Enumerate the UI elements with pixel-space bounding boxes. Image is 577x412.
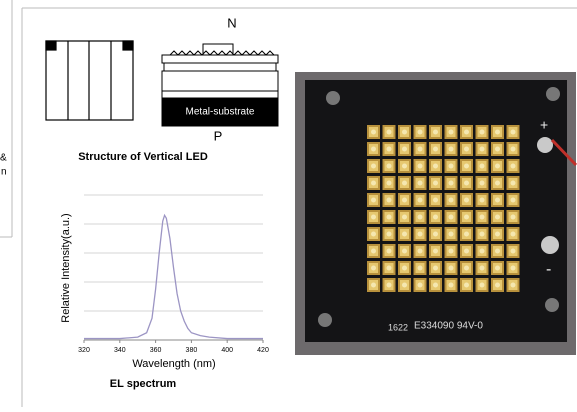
left-fragment: n bbox=[1, 167, 7, 178]
x-tick-label: 360 bbox=[150, 347, 162, 354]
x-tick-label: 400 bbox=[221, 347, 233, 354]
board-marking: E334090 94V-0 bbox=[414, 321, 483, 332]
n-label: N bbox=[227, 15, 236, 30]
x-axis-label: Wavelength (nm) bbox=[132, 358, 215, 370]
p-label: P bbox=[214, 128, 223, 143]
board-code: 1622 bbox=[388, 322, 408, 332]
left-fragment: & bbox=[0, 153, 7, 164]
x-tick-label: 420 bbox=[257, 347, 269, 354]
minus-mark: - bbox=[546, 261, 551, 278]
led-cross-section bbox=[161, 43, 279, 127]
x-tick-label: 340 bbox=[114, 347, 126, 354]
spectrum-chart: 320 340 360 380 400 420 bbox=[78, 194, 269, 354]
x-tick-label: 320 bbox=[78, 347, 90, 354]
plus-mark: + bbox=[540, 117, 548, 133]
structure-caption: Structure of Vertical LED bbox=[78, 151, 208, 163]
spectrum-line bbox=[84, 213, 263, 340]
y-axis-label: Relative Intensity(a.u.) bbox=[60, 213, 72, 322]
chart-title: EL spectrum bbox=[110, 378, 177, 390]
led-top-view bbox=[45, 40, 134, 121]
substrate-label: Metal-substrate bbox=[186, 107, 255, 118]
x-tick-label: 380 bbox=[186, 347, 198, 354]
led-module-photo bbox=[295, 72, 577, 355]
